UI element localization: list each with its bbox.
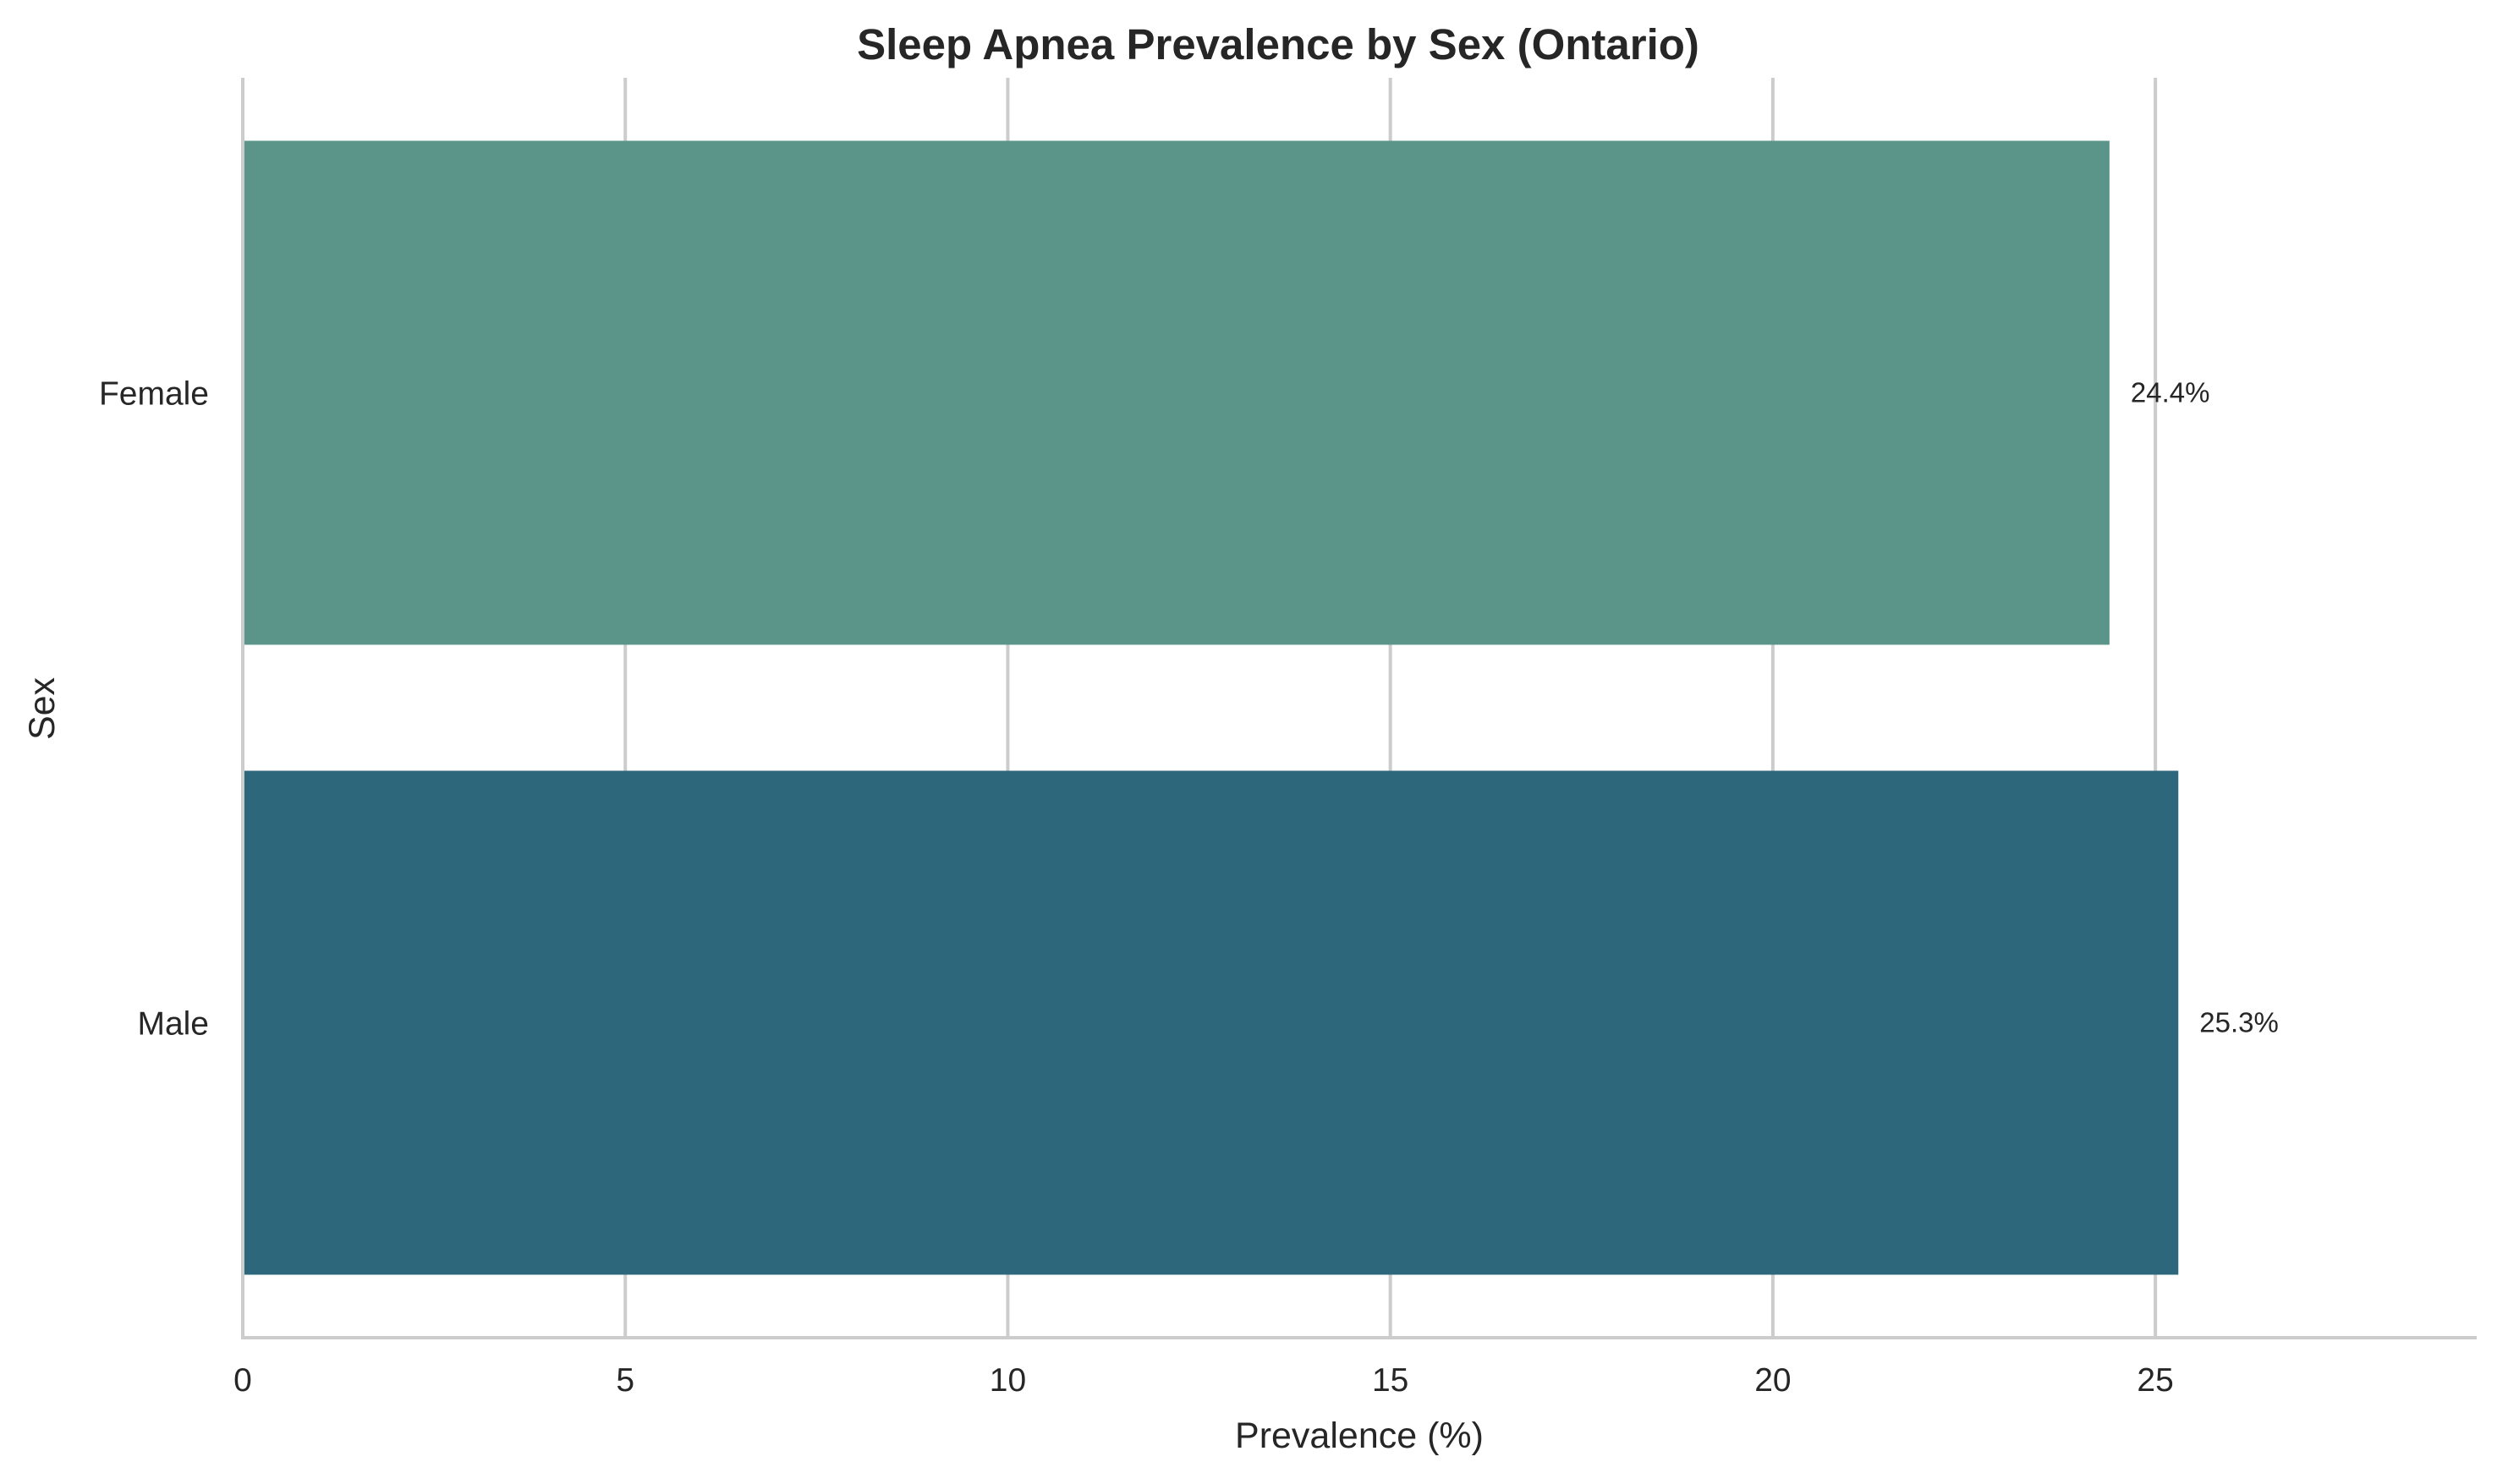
bar-female (243, 140, 2110, 645)
x-tick-label: 0 (233, 1362, 252, 1399)
y-axis-label: Sex (22, 676, 63, 740)
bar-male (243, 770, 2179, 1275)
bars (243, 140, 2179, 1275)
y-tick-label-male: Male (137, 1006, 209, 1043)
x-tick-labels: 0 5 10 15 20 25 (233, 1362, 2174, 1399)
data-labels: 24.4% 25.3% (2131, 377, 2279, 1038)
x-tick-label: 5 (616, 1362, 634, 1399)
data-label-female: 24.4% (2131, 377, 2210, 408)
x-axis-label: Prevalence (%) (1235, 1416, 1484, 1456)
y-tick-label-female: Female (99, 376, 209, 413)
y-tick-labels: Female Male (99, 376, 209, 1043)
data-label-male: 25.3% (2199, 1007, 2279, 1038)
x-tick-label: 20 (1754, 1362, 1791, 1399)
chart-title: Sleep Apnea Prevalence by Sex (Ontario) (857, 20, 1699, 68)
x-tick-label: 10 (990, 1362, 1026, 1399)
x-tick-label: 15 (1372, 1362, 1408, 1399)
axis-spines (241, 78, 2477, 1339)
x-tick-label: 25 (2137, 1362, 2173, 1399)
